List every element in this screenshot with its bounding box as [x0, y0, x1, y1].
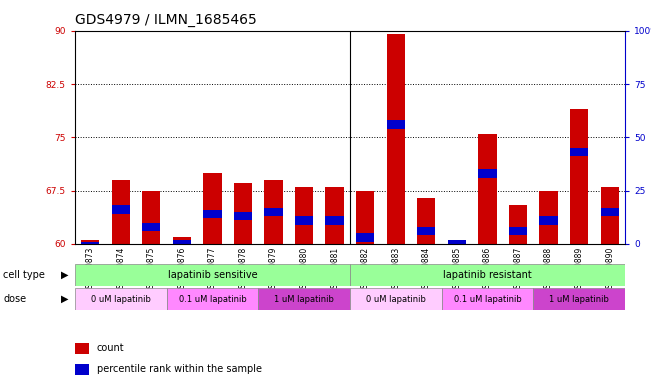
FancyBboxPatch shape — [75, 264, 350, 286]
Bar — [417, 198, 436, 244]
Bar — [600, 187, 619, 244]
Text: lapatinib resistant: lapatinib resistant — [443, 270, 532, 280]
Bar — [387, 120, 405, 129]
Bar — [264, 180, 283, 244]
Bar — [417, 227, 436, 235]
Bar — [173, 237, 191, 244]
Text: 1 uM lapatinib: 1 uM lapatinib — [549, 295, 609, 304]
Bar — [448, 240, 466, 244]
Bar — [509, 205, 527, 244]
Bar — [75, 343, 89, 354]
Bar — [570, 109, 589, 244]
Bar — [570, 148, 589, 156]
Bar — [326, 216, 344, 225]
Text: ▶: ▶ — [61, 294, 68, 304]
Text: 0.1 uM lapatinib: 0.1 uM lapatinib — [178, 295, 246, 304]
FancyBboxPatch shape — [75, 288, 167, 310]
Text: 1 uM lapatinib: 1 uM lapatinib — [274, 295, 334, 304]
FancyBboxPatch shape — [167, 288, 258, 310]
FancyBboxPatch shape — [533, 288, 625, 310]
Bar — [478, 169, 497, 178]
FancyBboxPatch shape — [258, 288, 350, 310]
Bar — [509, 227, 527, 235]
Bar — [540, 190, 558, 244]
Bar — [295, 187, 313, 244]
Bar — [600, 208, 619, 216]
Bar — [203, 173, 221, 244]
Bar — [295, 216, 313, 225]
Bar — [81, 242, 100, 250]
Text: 0.1 uM lapatinib: 0.1 uM lapatinib — [454, 295, 521, 304]
Text: lapatinib sensitive: lapatinib sensitive — [167, 270, 257, 280]
Bar — [356, 190, 374, 244]
Bar — [448, 240, 466, 248]
Text: 0 uM lapatinib: 0 uM lapatinib — [90, 295, 150, 304]
Bar — [264, 208, 283, 216]
Bar — [356, 233, 374, 242]
Bar — [75, 364, 89, 376]
Bar — [142, 190, 160, 244]
Bar — [478, 134, 497, 244]
Bar — [111, 205, 130, 214]
FancyBboxPatch shape — [350, 288, 441, 310]
Bar — [540, 216, 558, 225]
Text: cell type: cell type — [3, 270, 45, 280]
Bar — [111, 180, 130, 244]
Bar — [203, 210, 221, 218]
Text: ▶: ▶ — [61, 270, 68, 280]
Text: dose: dose — [3, 294, 27, 304]
Bar — [387, 34, 405, 244]
Text: percentile rank within the sample: percentile rank within the sample — [97, 364, 262, 374]
Bar — [234, 212, 252, 220]
Text: GDS4979 / ILMN_1685465: GDS4979 / ILMN_1685465 — [75, 13, 256, 27]
Bar — [142, 222, 160, 231]
Bar — [326, 187, 344, 244]
Text: 0 uM lapatinib: 0 uM lapatinib — [366, 295, 426, 304]
Bar — [81, 240, 100, 244]
FancyBboxPatch shape — [350, 264, 625, 286]
Text: count: count — [97, 343, 124, 353]
FancyBboxPatch shape — [441, 288, 533, 310]
Bar — [173, 240, 191, 248]
Bar — [234, 184, 252, 244]
